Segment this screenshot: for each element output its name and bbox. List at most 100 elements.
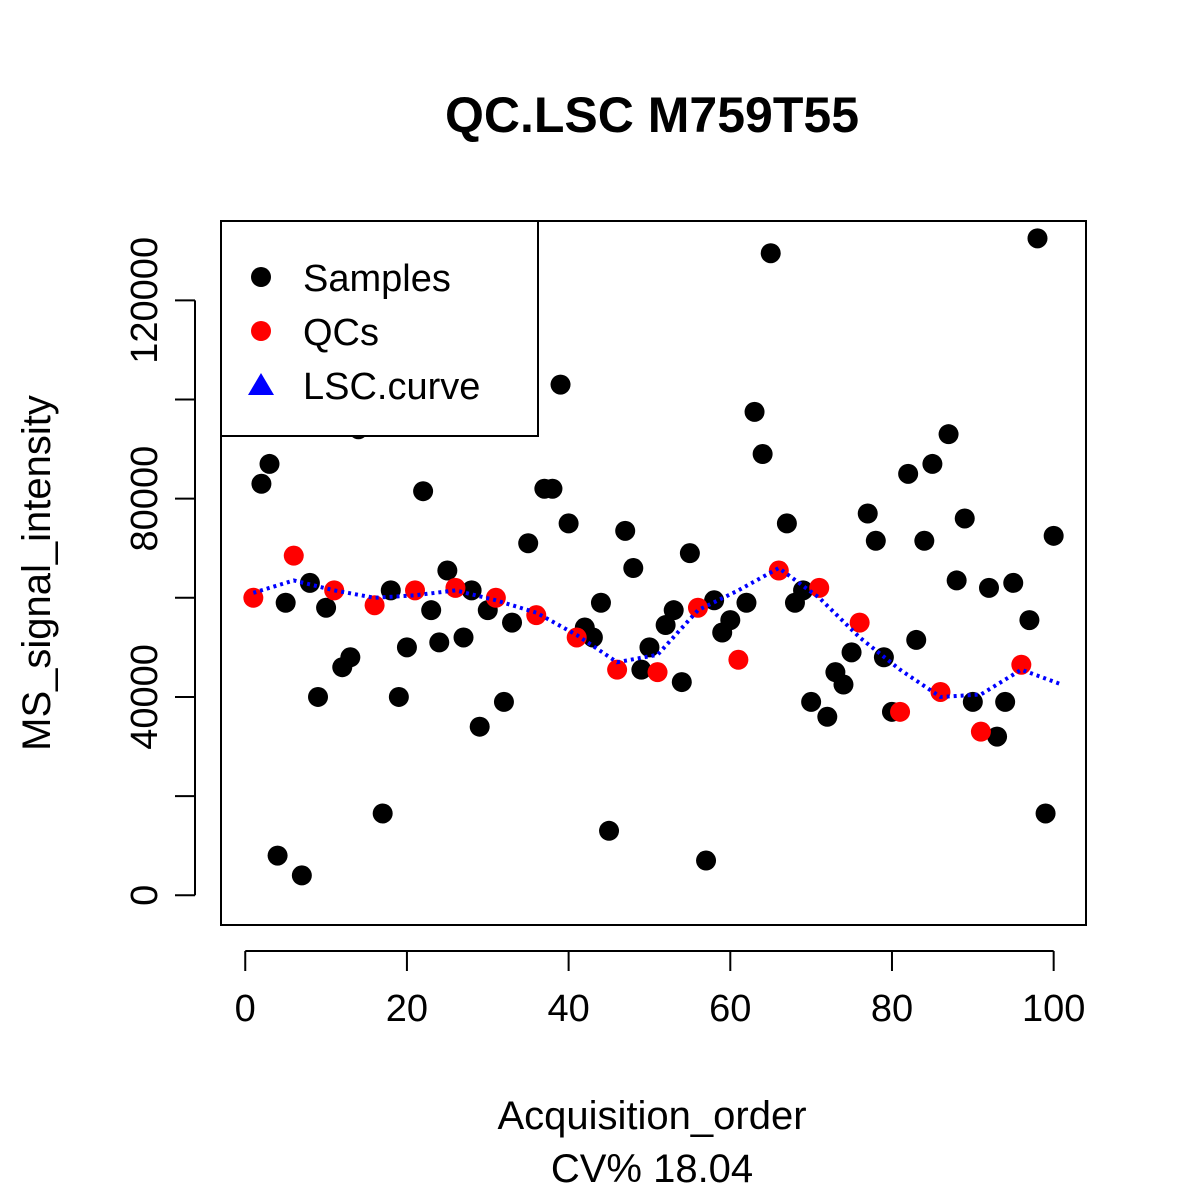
x-tick-label: 40 <box>547 988 589 1030</box>
sample-point <box>413 481 434 502</box>
sample-point <box>291 865 312 886</box>
legend-label: Samples <box>303 258 451 300</box>
qc-point <box>405 580 426 601</box>
qc-point <box>243 587 264 608</box>
sample-point <box>429 632 450 653</box>
sample-point <box>631 659 652 680</box>
sample-point <box>655 615 676 636</box>
sample-point <box>1019 610 1040 631</box>
x-tick-label: 100 <box>1022 988 1085 1030</box>
x-tick-label: 60 <box>709 988 751 1030</box>
sample-point <box>502 612 523 633</box>
sample-point <box>316 597 337 618</box>
series-layer <box>243 228 1064 886</box>
qc-point <box>607 659 628 680</box>
x-tick-label: 80 <box>871 988 913 1030</box>
sample-point <box>833 674 854 695</box>
legend-label: LSC.curve <box>303 366 480 408</box>
qc-point <box>283 545 304 566</box>
sample-point <box>599 820 620 841</box>
sample-point <box>453 627 474 648</box>
sample-point <box>582 627 603 648</box>
sample-point <box>493 691 514 712</box>
qc-point <box>647 662 668 683</box>
sample-point <box>251 473 272 494</box>
qc-point <box>364 595 385 616</box>
sample-point <box>469 716 490 737</box>
sample-point <box>841 642 862 663</box>
qc-point <box>1011 654 1032 675</box>
legend-symbol-circle <box>251 321 271 341</box>
y-tick-label: 0 <box>124 885 166 906</box>
legend-symbol-triangle <box>248 373 274 395</box>
x-tick-label: 0 <box>235 988 256 1030</box>
sample-point <box>987 726 1008 747</box>
legend-box <box>220 220 539 437</box>
sample-point <box>388 686 409 707</box>
sample-point <box>550 374 571 395</box>
sample-point <box>744 401 765 422</box>
sample-point <box>720 610 741 631</box>
sample-point <box>267 845 288 866</box>
sample-point <box>898 463 919 484</box>
sample-point <box>962 691 983 712</box>
sample-point <box>380 580 401 601</box>
sample-point <box>906 629 927 650</box>
sample-point <box>396 637 417 658</box>
sample-point <box>623 558 644 579</box>
sample-point <box>558 513 579 534</box>
sample-point <box>615 520 636 541</box>
qc-point <box>809 577 830 598</box>
sample-point <box>340 647 361 668</box>
qc-point <box>687 597 708 618</box>
sample-point <box>1027 228 1048 249</box>
sample-point <box>760 243 781 264</box>
legend-symbol-circle <box>251 267 271 287</box>
sample-point <box>978 577 999 598</box>
sample-point <box>518 533 539 554</box>
sample-point <box>671 672 692 693</box>
sample-point <box>938 424 959 445</box>
sample-point <box>696 850 717 871</box>
qc-point <box>849 612 870 633</box>
sample-point <box>857 503 878 524</box>
sample-point <box>946 570 967 591</box>
sample-point <box>259 453 280 474</box>
x-axis-label: Acquisition_order <box>497 1094 806 1138</box>
y-axis-label: MS_signal_intensity <box>15 395 59 751</box>
x-tick-label: 20 <box>386 988 428 1030</box>
sample-point <box>421 600 442 621</box>
sample-point <box>679 543 700 564</box>
sample-point <box>1003 572 1024 593</box>
qc-point <box>324 580 345 601</box>
sample-point <box>663 600 684 621</box>
sample-point <box>590 592 611 613</box>
sample-point <box>275 592 296 613</box>
sample-point <box>865 530 886 551</box>
y-tick-label: 40000 <box>124 644 166 750</box>
sample-point <box>461 580 482 601</box>
y-axis: 0 40000 80000 120000 <box>124 237 196 906</box>
sample-point <box>639 637 660 658</box>
sample-point <box>922 453 943 474</box>
plot-frame <box>220 220 1087 926</box>
chart-subtitle: CV% 18.04 <box>551 1147 753 1191</box>
sample-point <box>542 478 563 499</box>
sample-point <box>752 444 773 465</box>
qc-point <box>930 681 951 702</box>
sample-point <box>1035 803 1056 824</box>
qc-point <box>970 721 991 742</box>
sample-point <box>954 508 975 529</box>
sample-point <box>372 803 393 824</box>
x-axis: 0 20 40 60 80 100 <box>235 950 1085 1030</box>
qc-point <box>768 560 789 581</box>
sample-point <box>793 580 814 601</box>
sample-point <box>914 530 935 551</box>
sample-point <box>995 691 1016 712</box>
sample-point <box>437 560 458 581</box>
series-qcs <box>243 545 1032 742</box>
sample-point <box>1043 525 1064 546</box>
sample-point <box>801 691 822 712</box>
y-tick-label: 80000 <box>124 446 166 552</box>
